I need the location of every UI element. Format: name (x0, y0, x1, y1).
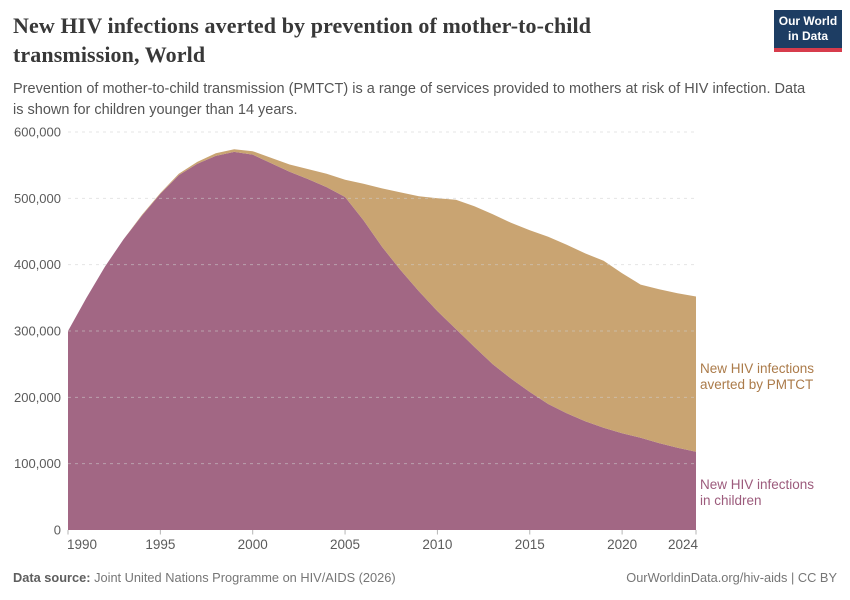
x-axis-label-2024: 2024 (668, 537, 699, 552)
owid-logo[interactable]: Our World in Data (774, 10, 842, 52)
owid-logo-text: Our World in Data (778, 14, 838, 43)
chart-title: New HIV infections averted by prevention… (13, 13, 592, 67)
chart-footer: Data source: Joint United Nations Progra… (13, 570, 837, 585)
y-axis-label-200000: 200,000 (14, 390, 61, 405)
x-axis-label-1995: 1995 (145, 537, 175, 552)
x-axis-label-1990: 1990 (67, 537, 97, 552)
data-source-label: Data source: (13, 570, 91, 585)
y-axis-label-400000: 400,000 (14, 257, 61, 272)
data-source-text: Joint United Nations Programme on HIV/AI… (90, 570, 396, 585)
owid-credit-link[interactable]: OurWorldinData.org/hiv-aids | CC BY (626, 570, 837, 585)
y-axis-label-300000: 300,000 (14, 324, 61, 339)
series-label-averted: New HIV infections averted by PMTCT (700, 361, 815, 392)
area-series-averted (68, 149, 696, 452)
y-axis-label-0: 0 (54, 523, 61, 538)
y-axis-label-500000: 500,000 (14, 191, 61, 206)
data-source: Data source: Joint United Nations Progra… (13, 570, 396, 585)
x-axis-label-2015: 2015 (515, 537, 545, 552)
x-axis-label-2005: 2005 (330, 537, 360, 552)
series-label-children: New HIV infections in children (700, 477, 815, 508)
x-axis-label-2020: 2020 (607, 537, 637, 552)
y-axis-label-600000: 600,000 (14, 125, 61, 140)
area-series-children (68, 151, 696, 530)
x-axis-label-2000: 2000 (238, 537, 268, 552)
chart-subtitle: Prevention of mother-to-child transmissi… (13, 81, 806, 118)
x-axis-label-2010: 2010 (422, 537, 452, 552)
y-axis-label-100000: 100,000 (14, 456, 61, 471)
